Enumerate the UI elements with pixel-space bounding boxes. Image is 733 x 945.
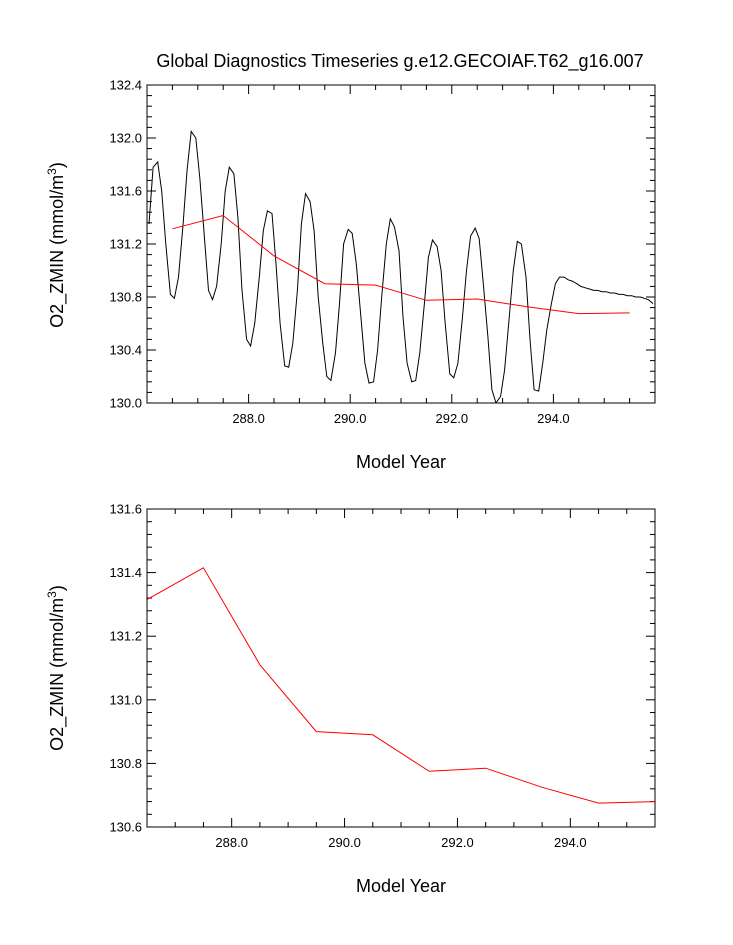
y-axis-title: O2_ZMIN (mmol/m3): [45, 585, 68, 751]
y-tick-label: 131.2: [109, 629, 142, 644]
y-axis-title-main: O2_ZMIN (mmol/m: [47, 175, 68, 328]
y-tick-label: 131.6: [109, 502, 142, 517]
y-axis-title-superscript: 3: [45, 168, 59, 175]
y-tick-label: 130.4: [109, 343, 142, 358]
y-axis-title-main: O2_ZMIN (mmol/m: [47, 598, 68, 751]
x-tick-label: 288.0: [232, 411, 265, 426]
y-axis-title: O2_ZMIN (mmol/m3): [45, 162, 68, 328]
y-tick-label: 132.0: [109, 131, 142, 146]
plot-frame: [146, 84, 656, 404]
x-tick-label: 290.0: [328, 835, 361, 850]
x-tick-label: 294.0: [537, 411, 570, 426]
y-axis-title-close: ): [47, 585, 67, 591]
x-tick-label: 288.0: [215, 835, 248, 850]
y-tick-label: 131.4: [109, 565, 142, 580]
red-series-line: [147, 567, 655, 804]
x-axis-title: Model Year: [356, 876, 446, 896]
x-tick-label: 294.0: [554, 835, 587, 850]
y-tick-label: 130.8: [109, 756, 142, 771]
chart-title: Global Diagnostics Timeseries g.e12.GECO…: [156, 51, 643, 72]
x-tick-label: 292.0: [436, 411, 469, 426]
bottom-panel: 130.6 130.8 131.0 131.2 131.4 131.6 288.0 290.0…: [45, 502, 656, 896]
top-panel: 130.0 130.4 130.8 131.2 131.6 132.0 132.4 288.0…: [45, 78, 656, 472]
y-tick-label: 131.6: [109, 184, 142, 199]
y-axis-title-superscript: 3: [45, 591, 59, 598]
x-axis-title: Model Year: [356, 452, 446, 472]
y-tick-label: 130.0: [109, 396, 142, 411]
black-series-line: [148, 130, 654, 403]
y-tick-label: 130.8: [109, 290, 142, 305]
y-tick-label: 131.2: [109, 237, 142, 252]
y-tick-label: 130.6: [109, 820, 142, 835]
red-series-line: [172, 214, 630, 315]
x-tick-label: 292.0: [441, 835, 474, 850]
x-tick-label: 290.0: [334, 411, 367, 426]
y-tick-label: 131.0: [109, 692, 142, 707]
y-axis-title-close: ): [47, 162, 67, 168]
y-tick-label: 132.4: [109, 78, 142, 93]
plot-frame: [146, 508, 656, 828]
